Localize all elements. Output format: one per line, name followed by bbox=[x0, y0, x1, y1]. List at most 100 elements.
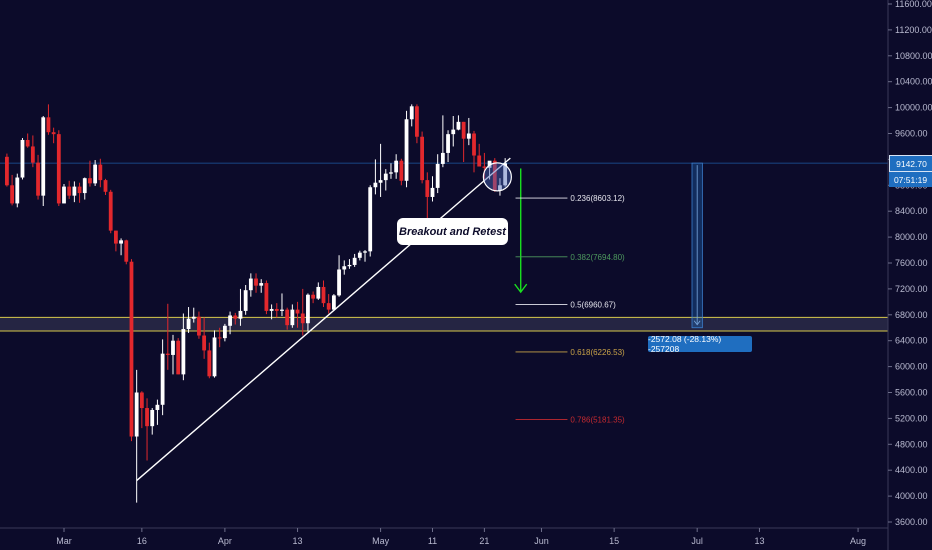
candle-body[interactable] bbox=[119, 240, 123, 244]
candle-body[interactable] bbox=[466, 133, 471, 139]
candle-body[interactable] bbox=[311, 294, 316, 299]
candle-body[interactable] bbox=[492, 160, 497, 191]
candle-body[interactable] bbox=[326, 303, 331, 310]
candle-body[interactable] bbox=[482, 166, 487, 168]
candle-body[interactable] bbox=[181, 329, 186, 375]
candle-body[interactable] bbox=[342, 266, 347, 270]
candle-body[interactable] bbox=[435, 163, 440, 188]
candle-body[interactable] bbox=[77, 186, 82, 194]
candle-body[interactable] bbox=[269, 308, 274, 311]
candle-body[interactable] bbox=[300, 313, 305, 324]
candle-body[interactable] bbox=[134, 392, 139, 437]
candle-body[interactable] bbox=[202, 335, 207, 351]
candle-body[interactable] bbox=[331, 295, 336, 310]
candle-body[interactable] bbox=[129, 261, 134, 437]
candle-body[interactable] bbox=[472, 133, 476, 156]
candle-body[interactable] bbox=[30, 146, 35, 163]
candle-body[interactable] bbox=[425, 180, 430, 197]
candle-body[interactable] bbox=[243, 290, 248, 311]
candle-body[interactable] bbox=[15, 177, 20, 204]
candle-body[interactable] bbox=[160, 353, 165, 405]
candle-body[interactable] bbox=[389, 172, 393, 174]
candle-body[interactable] bbox=[415, 106, 419, 137]
candle-body[interactable] bbox=[430, 187, 435, 197]
candle-body[interactable] bbox=[98, 164, 103, 181]
candle-body[interactable] bbox=[399, 160, 404, 181]
candle-body[interactable] bbox=[352, 257, 357, 265]
candle-body[interactable] bbox=[145, 408, 149, 427]
candle-body[interactable] bbox=[248, 278, 253, 291]
candle-body[interactable] bbox=[212, 337, 217, 377]
candle-body[interactable] bbox=[477, 155, 482, 167]
candle-body[interactable] bbox=[41, 117, 46, 196]
candle-body[interactable] bbox=[82, 178, 87, 194]
candle-body[interactable] bbox=[150, 409, 155, 427]
candle-body[interactable] bbox=[383, 173, 388, 181]
candle-body[interactable] bbox=[25, 139, 30, 147]
candle-body[interactable] bbox=[72, 186, 77, 196]
candle-body[interactable] bbox=[378, 180, 383, 183]
candle-body[interactable] bbox=[139, 392, 144, 409]
candle-body[interactable] bbox=[51, 132, 56, 135]
trendline[interactable] bbox=[136, 157, 511, 482]
candle-body[interactable] bbox=[259, 283, 264, 286]
candle-body[interactable] bbox=[264, 283, 269, 311]
candle-body[interactable] bbox=[498, 185, 502, 191]
candle-body[interactable] bbox=[290, 309, 295, 326]
candle-body[interactable] bbox=[197, 316, 201, 336]
candle-body[interactable] bbox=[222, 325, 227, 339]
candle-body[interactable] bbox=[285, 309, 290, 326]
candle-body[interactable] bbox=[176, 340, 181, 375]
candle-body[interactable] bbox=[456, 121, 461, 130]
candle-body[interactable] bbox=[394, 160, 399, 173]
candle-body[interactable] bbox=[373, 182, 378, 188]
candle-body[interactable] bbox=[357, 252, 362, 258]
candle-body[interactable] bbox=[124, 240, 129, 262]
candle-body[interactable] bbox=[165, 353, 170, 355]
candle-body[interactable] bbox=[108, 191, 113, 231]
candle-body[interactable] bbox=[409, 106, 414, 120]
candle-body[interactable] bbox=[404, 119, 409, 181]
candle-body[interactable] bbox=[347, 264, 352, 267]
candle-body[interactable] bbox=[67, 186, 72, 196]
candle-body[interactable] bbox=[274, 308, 279, 311]
candle-body[interactable] bbox=[56, 134, 61, 204]
candle-body[interactable] bbox=[5, 156, 9, 186]
candle-body[interactable] bbox=[363, 251, 367, 253]
candle-body[interactable] bbox=[88, 178, 92, 184]
candle-body[interactable] bbox=[451, 129, 456, 135]
candle-body[interactable] bbox=[207, 350, 212, 377]
candle-body[interactable] bbox=[46, 117, 51, 133]
candle-body[interactable] bbox=[368, 187, 373, 252]
candle-body[interactable] bbox=[171, 340, 175, 355]
candle-body[interactable] bbox=[254, 278, 258, 286]
candle-body[interactable] bbox=[238, 310, 243, 319]
candle-body[interactable] bbox=[487, 160, 492, 168]
candle-body[interactable] bbox=[440, 152, 445, 164]
candle-body[interactable] bbox=[228, 315, 232, 326]
candle-body[interactable] bbox=[503, 163, 508, 186]
candle-body[interactable] bbox=[103, 180, 108, 192]
candle-body[interactable] bbox=[10, 185, 14, 204]
candle-body[interactable] bbox=[20, 139, 25, 178]
date-tick-label: Jul bbox=[691, 536, 703, 546]
candle-body[interactable] bbox=[420, 136, 425, 181]
candle-body[interactable] bbox=[186, 318, 191, 330]
candle-body[interactable] bbox=[114, 230, 118, 244]
candle-body[interactable] bbox=[337, 269, 341, 296]
candle-body[interactable] bbox=[316, 286, 321, 299]
candle-body[interactable] bbox=[36, 162, 40, 196]
candle-body[interactable] bbox=[93, 164, 98, 184]
candle-body[interactable] bbox=[321, 286, 326, 304]
candle-body[interactable] bbox=[446, 134, 450, 153]
candle-body[interactable] bbox=[217, 337, 222, 339]
candle-body[interactable] bbox=[191, 316, 196, 319]
candle-body[interactable] bbox=[233, 315, 238, 319]
candle-body[interactable] bbox=[280, 309, 284, 311]
candle-body[interactable] bbox=[295, 309, 300, 314]
candle-body[interactable] bbox=[306, 294, 310, 324]
candle-body[interactable] bbox=[461, 121, 466, 139]
candle-body[interactable] bbox=[62, 186, 66, 204]
candle-body[interactable] bbox=[155, 404, 160, 410]
